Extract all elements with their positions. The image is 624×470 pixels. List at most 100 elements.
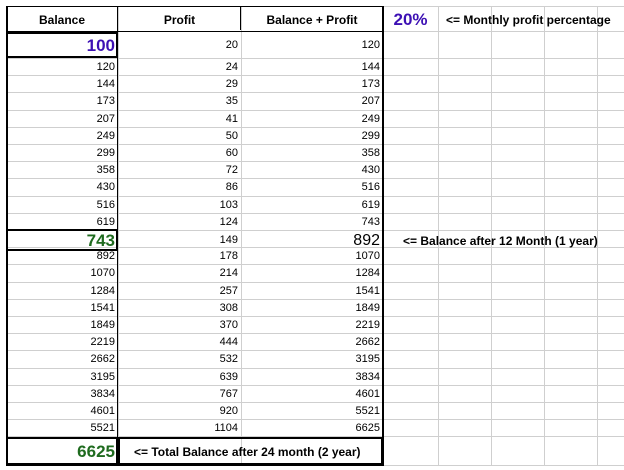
row-gridline (6, 333, 624, 334)
profit-cell[interactable]: 24 (225, 61, 238, 73)
profit-cell[interactable]: 767 (219, 388, 238, 400)
column-gridline (438, 6, 439, 466)
total-cell[interactable]: 299 (361, 130, 380, 142)
final-note[interactable]: <= Total Balance after 24 month (2 year) (134, 444, 361, 459)
balance-cell[interactable]: 4601 (90, 405, 115, 417)
balance-cell[interactable]: 1849 (90, 319, 115, 331)
total-cell[interactable]: 3834 (355, 371, 380, 383)
balance-cell[interactable]: 1070 (90, 267, 115, 279)
row-gridline (6, 178, 624, 179)
balance-cell[interactable]: 5521 (90, 422, 115, 434)
year1-note[interactable]: <= Balance after 12 Month (1 year) (403, 233, 598, 248)
table-border-col2-top (240, 6, 241, 30)
total-cell[interactable]: 358 (361, 147, 380, 159)
profit-cell[interactable]: 308 (219, 302, 238, 314)
profit-cell[interactable]: 920 (219, 405, 238, 417)
balance-cell[interactable]: 173 (96, 95, 115, 107)
balance-cell[interactable]: 430 (96, 181, 115, 193)
balance-cell[interactable]: 619 (96, 216, 115, 228)
balance-cell[interactable]: 1284 (90, 285, 115, 297)
table-border-header (6, 31, 384, 32)
profit-cell[interactable]: 124 (219, 216, 238, 228)
balance-cell[interactable]: 892 (96, 250, 115, 262)
total-cell[interactable]: 1070 (355, 250, 380, 262)
row-gridline (6, 213, 624, 214)
total-cell[interactable]: 743 (361, 216, 380, 228)
profit-cell[interactable]: 50 (225, 130, 238, 142)
total-cell[interactable]: 2662 (355, 336, 380, 348)
total-cell[interactable]: 516 (361, 181, 380, 193)
column-gridline (491, 6, 492, 466)
row-gridline (6, 75, 624, 76)
row-gridline (6, 402, 624, 403)
balance-cell[interactable]: 299 (96, 147, 115, 159)
balance-cell[interactable]: 1541 (90, 302, 115, 314)
profit-cell[interactable]: 149 (219, 234, 238, 246)
total-cell[interactable]: 207 (361, 95, 380, 107)
profit-cell[interactable]: 257 (219, 285, 238, 297)
header-profit[interactable]: Profit (163, 12, 196, 27)
row-gridline (6, 161, 624, 162)
start-total-cell[interactable]: 120 (361, 39, 380, 51)
total-cell[interactable]: 144 (361, 61, 380, 73)
header-balance[interactable]: Balance (38, 12, 86, 27)
final-balance-cell[interactable]: 6625 (77, 442, 115, 461)
table-border-top (6, 6, 384, 7)
total-cell[interactable]: 173 (361, 78, 380, 90)
total-cell[interactable]: 430 (361, 164, 380, 176)
total-cell[interactable]: 5521 (355, 405, 380, 417)
row-gridline (6, 196, 624, 197)
balance-cell[interactable]: 2219 (90, 336, 115, 348)
balance-cell[interactable]: 2662 (90, 353, 115, 365)
profit-cell[interactable]: 532 (219, 353, 238, 365)
balance-cell[interactable]: 144 (96, 78, 115, 90)
balance-cell[interactable]: 120 (96, 61, 115, 73)
row-gridline (6, 368, 624, 369)
monthly-profit-percentage-cell[interactable]: 20% (393, 10, 428, 29)
row-gridline (6, 436, 624, 437)
profit-cell[interactable]: 1104 (214, 422, 238, 434)
row-gridline (6, 419, 624, 420)
start-balance-cell[interactable]: 100 (86, 36, 115, 55)
row-gridline (6, 350, 624, 351)
row-gridline (6, 264, 624, 265)
profit-cell[interactable]: 370 (219, 319, 238, 331)
total-cell[interactable]: 249 (361, 113, 380, 125)
start-profit-cell[interactable]: 20 (225, 39, 238, 51)
total-cell[interactable]: 3195 (355, 353, 380, 365)
profit-cell[interactable]: 639 (219, 371, 238, 383)
balance-cell[interactable]: 3834 (90, 388, 115, 400)
balance-cell[interactable]: 207 (96, 113, 115, 125)
total-cell[interactable]: 6625 (355, 422, 380, 434)
balance-cell[interactable]: 3195 (90, 371, 115, 383)
profit-cell[interactable]: 72 (225, 164, 238, 176)
total-cell[interactable]: 1849 (355, 302, 380, 314)
balance-cell[interactable]: 249 (96, 130, 115, 142)
balance-cell[interactable]: 358 (96, 164, 115, 176)
profit-cell[interactable]: 35 (225, 95, 238, 107)
total-cell[interactable]: 4601 (355, 388, 380, 400)
header-balance-plus-profit[interactable]: Balance + Profit (266, 12, 358, 27)
profit-cell[interactable]: 86 (225, 181, 238, 193)
total-cell[interactable]: 1284 (355, 267, 380, 279)
row-gridline (6, 92, 624, 93)
profit-cell[interactable]: 178 (219, 250, 238, 262)
profit-cell[interactable]: 214 (219, 267, 238, 279)
row-gridline (6, 299, 624, 300)
row-gridline (6, 144, 624, 145)
balance-cell[interactable]: 516 (96, 199, 115, 211)
profit-cell[interactable]: 60 (225, 147, 238, 159)
column-gridline (597, 6, 598, 466)
total-cell[interactable]: 1541 (355, 285, 380, 297)
profit-cell[interactable]: 41 (225, 113, 238, 125)
total-cell[interactable]: 619 (361, 199, 380, 211)
profit-cell[interactable]: 103 (219, 199, 238, 211)
total-cell[interactable]: 2219 (355, 319, 380, 331)
profit-cell[interactable]: 444 (219, 336, 238, 348)
profit-cell[interactable]: 29 (225, 78, 238, 90)
balance-cell[interactable]: 743 (86, 231, 115, 250)
total-cell[interactable]: 892 (353, 231, 380, 249)
monthly-profit-note[interactable]: <= Monthly profit percentage (446, 12, 611, 27)
column-gridline (241, 6, 242, 466)
